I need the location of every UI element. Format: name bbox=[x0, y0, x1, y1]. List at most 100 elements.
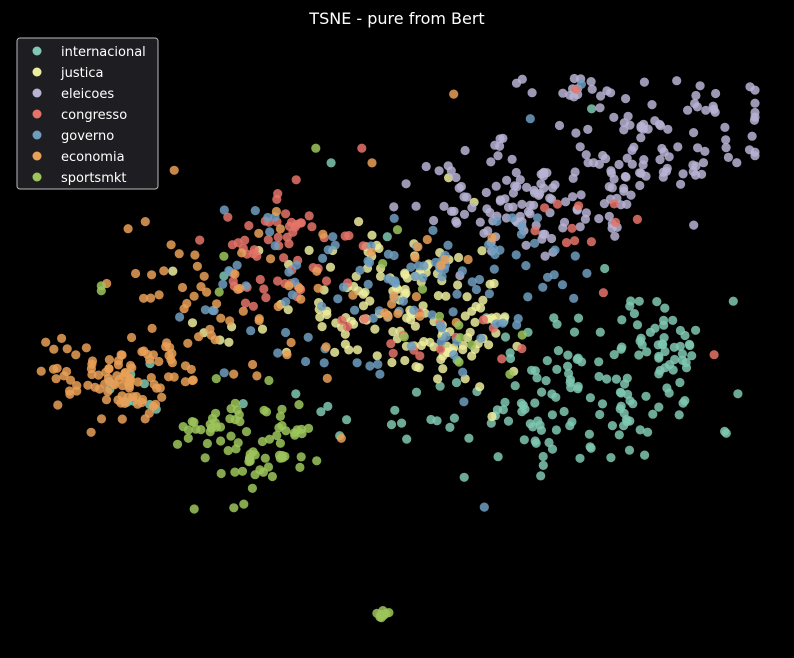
data-point-eleicoes bbox=[655, 155, 665, 165]
data-point-economia bbox=[64, 386, 75, 396]
data-point-economia bbox=[199, 271, 209, 281]
data-point-congresso bbox=[561, 238, 572, 248]
data-point-economia bbox=[53, 400, 63, 410]
data-point-sportsmkt bbox=[455, 333, 465, 343]
data-point-justica bbox=[374, 243, 384, 253]
data-point-congresso bbox=[586, 237, 597, 247]
data-point-governo bbox=[406, 341, 416, 351]
data-point-eleicoes bbox=[604, 211, 614, 221]
data-point-eleicoes bbox=[745, 82, 755, 92]
data-point-internacional bbox=[552, 319, 562, 329]
data-point-sportsmkt bbox=[202, 438, 212, 449]
data-point-governo bbox=[452, 289, 462, 299]
legend-entry-justica: justica bbox=[32, 66, 103, 81]
data-point-congresso bbox=[240, 298, 251, 308]
data-point-governo bbox=[375, 369, 385, 379]
data-point-economia bbox=[147, 270, 157, 280]
data-point-eleicoes bbox=[511, 78, 522, 88]
data-point-governo bbox=[389, 250, 399, 261]
data-point-sportsmkt bbox=[304, 423, 314, 433]
data-point-sportsmkt bbox=[505, 369, 515, 379]
data-point-economia bbox=[254, 314, 264, 324]
data-point-governo bbox=[388, 276, 398, 286]
data-point-eleicoes bbox=[663, 124, 673, 134]
scatter-points bbox=[36, 73, 760, 623]
data-point-internacional bbox=[636, 333, 646, 343]
data-point-eleicoes bbox=[701, 105, 711, 115]
data-point-internacional bbox=[449, 413, 459, 423]
data-point-economia bbox=[117, 391, 127, 401]
data-point-governo bbox=[406, 262, 416, 272]
data-point-sportsmkt bbox=[260, 453, 270, 463]
data-point-eleicoes bbox=[601, 154, 611, 164]
data-point-eleicoes bbox=[636, 133, 646, 143]
data-point-eleicoes bbox=[683, 105, 693, 115]
data-point-economia bbox=[212, 299, 222, 309]
data-point-eleicoes bbox=[460, 145, 470, 156]
data-point-congresso bbox=[279, 253, 289, 263]
data-point-internacional bbox=[500, 332, 511, 342]
data-point-internacional bbox=[584, 429, 595, 439]
data-point-internacional bbox=[634, 296, 644, 306]
data-point-governo bbox=[538, 282, 548, 292]
data-point-economia bbox=[182, 298, 192, 309]
data-point-economia bbox=[192, 261, 202, 271]
data-point-economia bbox=[273, 301, 283, 312]
data-point-governo bbox=[418, 273, 428, 283]
data-point-internacional bbox=[626, 296, 636, 306]
data-point-governo bbox=[338, 282, 349, 292]
data-point-economia bbox=[282, 350, 292, 360]
data-point-eleicoes bbox=[635, 168, 645, 178]
data-point-congresso bbox=[415, 351, 425, 361]
data-point-governo bbox=[273, 348, 283, 358]
data-point-eleicoes bbox=[692, 102, 703, 112]
data-point-internacional bbox=[565, 421, 575, 431]
data-point-eleicoes bbox=[625, 120, 635, 130]
data-point-sportsmkt bbox=[219, 251, 229, 261]
data-point-sportsmkt bbox=[216, 468, 226, 479]
data-point-sportsmkt bbox=[216, 436, 226, 446]
data-point-economia bbox=[286, 337, 296, 348]
data-point-internacional bbox=[654, 402, 664, 412]
data-point-congresso bbox=[517, 344, 527, 354]
data-point-economia bbox=[393, 308, 403, 319]
legend-entry-internacional: internacional bbox=[32, 45, 146, 60]
data-point-congresso bbox=[567, 223, 577, 233]
data-point-economia bbox=[154, 290, 164, 300]
data-point-economia bbox=[123, 224, 133, 234]
data-point-sportsmkt bbox=[178, 422, 188, 432]
data-point-economia bbox=[422, 234, 432, 245]
data-point-economia bbox=[127, 332, 137, 343]
data-point-internacional bbox=[575, 453, 585, 463]
data-point-justica bbox=[370, 324, 380, 334]
data-point-eleicoes bbox=[561, 197, 571, 207]
legend-entry-economia: economia bbox=[32, 150, 125, 165]
data-point-internacional bbox=[516, 398, 527, 408]
data-point-internacional bbox=[595, 327, 605, 337]
data-point-governo bbox=[409, 305, 419, 315]
data-point-economia bbox=[436, 260, 446, 271]
legend-entry-sportsmkt: sportsmkt bbox=[32, 171, 126, 186]
data-point-internacional bbox=[687, 351, 697, 361]
data-point-internacional bbox=[634, 350, 644, 360]
data-point-internacional bbox=[733, 389, 743, 399]
data-point-internacional bbox=[547, 389, 557, 399]
data-point-economia bbox=[164, 350, 174, 361]
data-point-eleicoes bbox=[657, 143, 667, 154]
data-point-sportsmkt bbox=[466, 340, 477, 350]
data-point-eleicoes bbox=[750, 147, 760, 157]
legend-marker bbox=[32, 67, 42, 77]
data-point-economia bbox=[186, 364, 196, 374]
data-point-sportsmkt bbox=[517, 330, 527, 340]
data-point-governo bbox=[467, 277, 477, 287]
data-point-eleicoes bbox=[411, 201, 421, 211]
data-point-eleicoes bbox=[732, 158, 742, 168]
data-point-internacional bbox=[652, 297, 662, 307]
data-point-internacional bbox=[728, 296, 738, 306]
data-point-governo bbox=[292, 260, 302, 270]
data-point-internacional bbox=[559, 406, 569, 417]
data-point-sportsmkt bbox=[205, 427, 215, 437]
data-point-eleicoes bbox=[599, 199, 610, 209]
data-point-eleicoes bbox=[661, 166, 672, 176]
data-point-eleicoes bbox=[638, 160, 648, 170]
